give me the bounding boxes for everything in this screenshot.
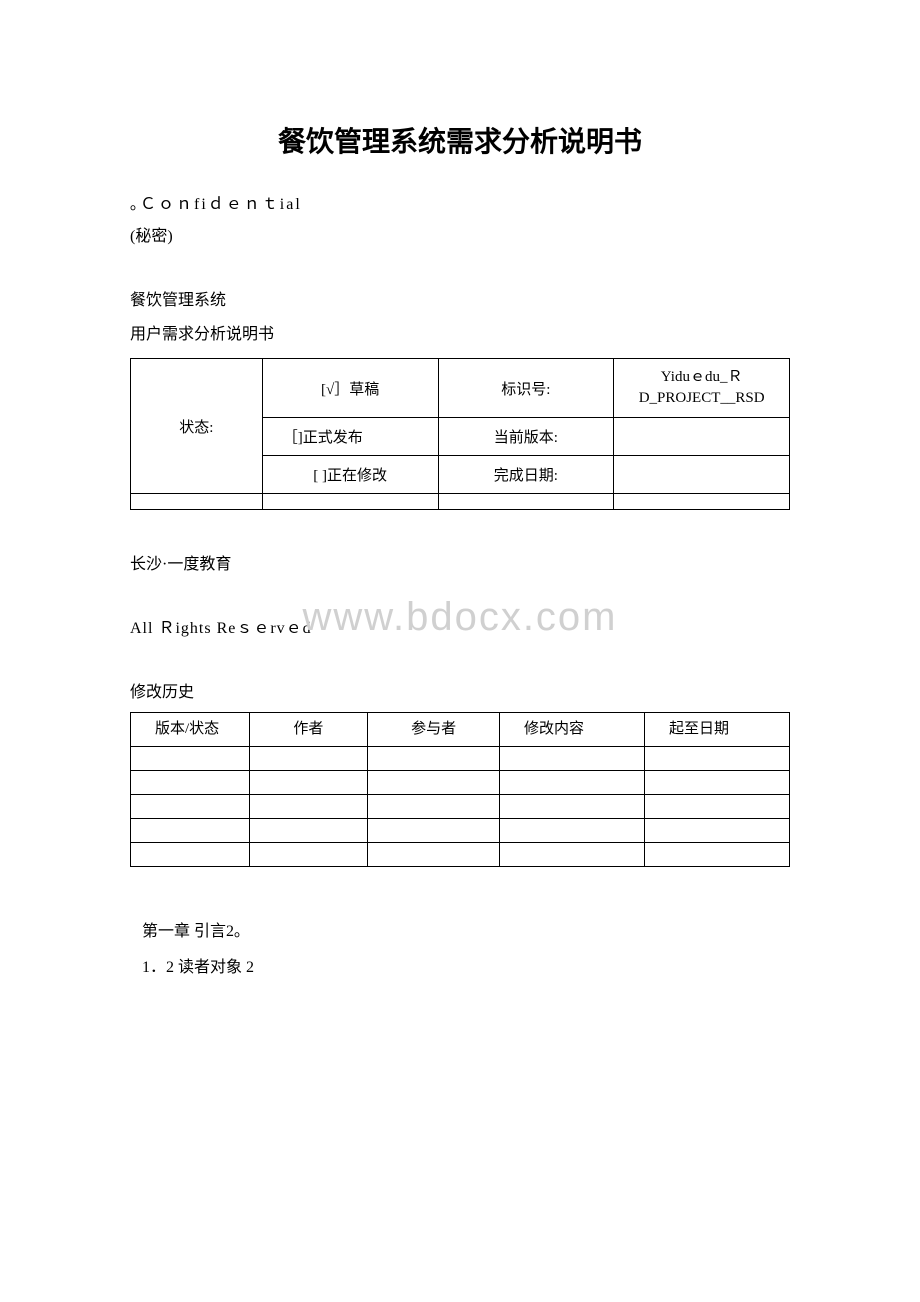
table-row	[131, 843, 790, 867]
toc-section12: 1．2 读者对象 2	[130, 953, 790, 977]
history-header-author: 作者	[249, 713, 368, 747]
modifying-checkbox: [ ]正在修改	[262, 456, 438, 494]
status-table: 状态: [√］草稿 标识号: Yiduｅdu_ＲD_PROJECT__RSD ［…	[130, 358, 790, 510]
history-header-participant: 参与者	[368, 713, 500, 747]
history-header-version: 版本/状态	[131, 713, 250, 747]
system-name: 餐饮管理系统	[130, 286, 790, 310]
draft-checkbox: [√］草稿	[262, 359, 438, 418]
organization: 长沙·一度教育	[130, 550, 790, 574]
date-label: 完成日期:	[438, 456, 614, 494]
history-title: 修改历史	[130, 678, 790, 702]
toc-chapter1: 第一章 引言2｡	[130, 917, 790, 941]
empty-cell	[131, 494, 263, 510]
history-table: 版本/状态 作者 参与者 修改内容 起至日期	[130, 712, 790, 867]
secret-label: (秘密)	[130, 222, 790, 246]
table-row	[131, 747, 790, 771]
rights-reserved: All Ｒights Reｓｅrvｅd	[130, 614, 790, 638]
history-header-content: 修改内容	[500, 713, 645, 747]
empty-cell	[262, 494, 438, 510]
publish-checkbox: ［]正式发布	[262, 418, 438, 456]
empty-cell	[438, 494, 614, 510]
id-label: 标识号:	[438, 359, 614, 418]
history-header-date: 起至日期	[644, 713, 789, 747]
version-value	[614, 418, 790, 456]
table-row	[131, 819, 790, 843]
table-row	[131, 771, 790, 795]
id-value: Yiduｅdu_ＲD_PROJECT__RSD	[614, 359, 790, 418]
date-value	[614, 456, 790, 494]
status-label: 状态:	[131, 359, 263, 494]
doc-name: 用户需求分析说明书	[130, 320, 790, 344]
document-title: 餐饮管理系统需求分析说明书	[130, 120, 790, 160]
confidential-label: ｡Ｃｏｎfiｄｅｎｔial	[130, 190, 790, 214]
empty-cell	[614, 494, 790, 510]
version-label: 当前版本:	[438, 418, 614, 456]
table-row	[131, 795, 790, 819]
